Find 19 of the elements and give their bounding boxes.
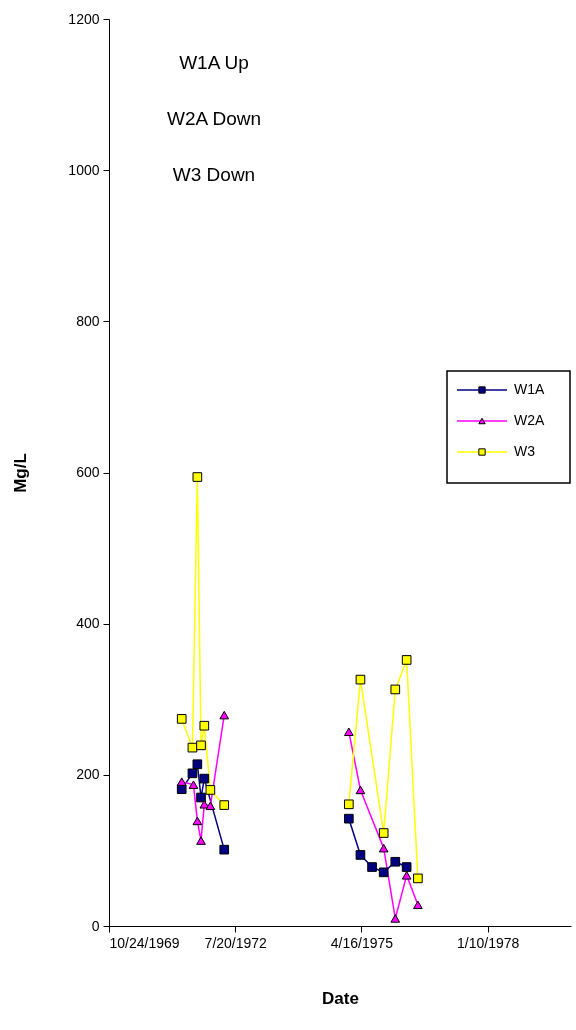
- legend-label: W1A: [514, 381, 545, 397]
- y-tick-label: 400: [76, 615, 100, 632]
- y-tick-label: 1000: [68, 161, 100, 178]
- annotation: W2A Down: [167, 108, 261, 129]
- x-tick-label: 1/10/1978: [457, 934, 520, 951]
- y-tick-label: 800: [76, 312, 100, 329]
- y-tick-label: 0: [91, 917, 100, 934]
- annotation: W3 Down: [172, 164, 256, 185]
- x-tick-label: 4/16/1975: [330, 934, 394, 951]
- x-axis-title: Date: [322, 988, 359, 1008]
- y-tick-label: 200: [76, 766, 100, 783]
- y-tick-label: 600: [76, 464, 100, 480]
- y-tick-label: 1200: [68, 10, 100, 27]
- y-axis-title: Mg/L: [11, 453, 31, 493]
- legend-label: W3: [514, 443, 536, 459]
- annotation: W1A Up: [179, 52, 249, 73]
- x-tick-label: 7/20/1972: [204, 934, 268, 951]
- x-tick-label: 10/24/1969: [109, 934, 180, 951]
- legend-label: W2A: [514, 412, 545, 428]
